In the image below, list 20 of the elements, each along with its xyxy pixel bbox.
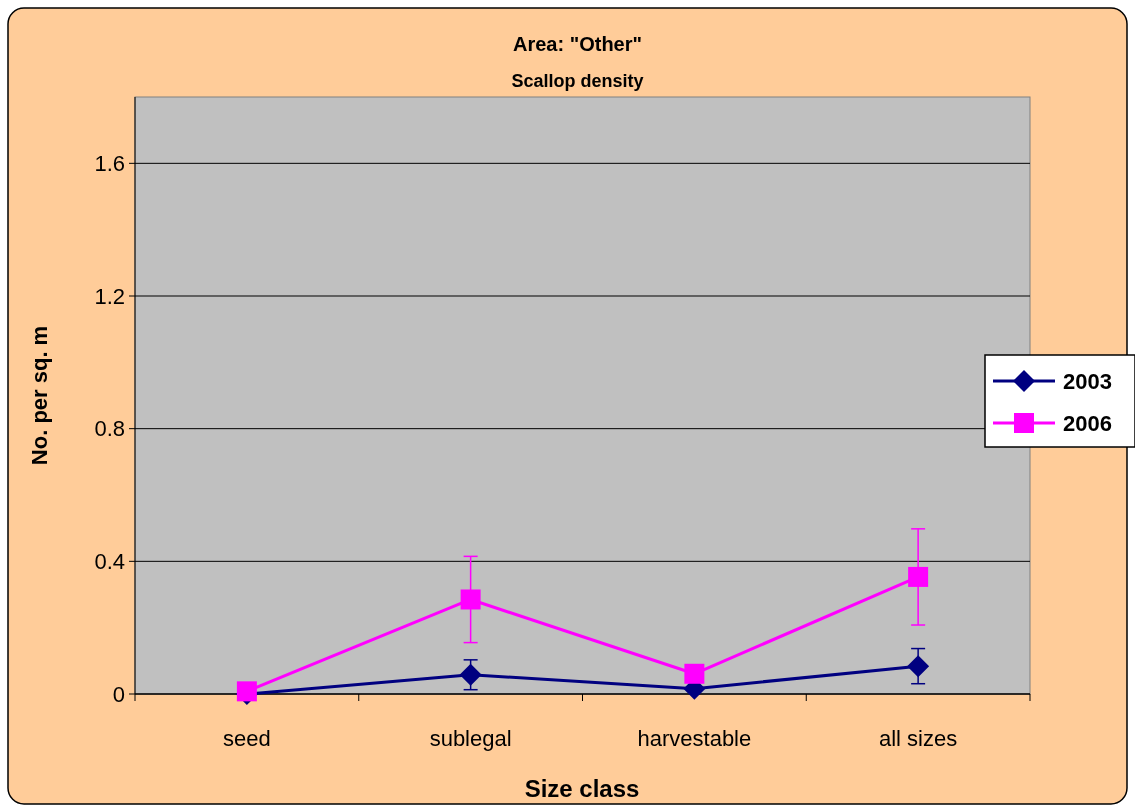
x-tick-label: harvestable <box>637 726 752 751</box>
point <box>460 589 481 610</box>
y-axis-title: No. per sq. m <box>27 325 52 466</box>
point <box>907 655 930 678</box>
chart-title: Area: "Other" <box>513 33 642 55</box>
x-tick-label: all sizes <box>879 726 958 751</box>
legend-label: 2003 <box>1063 368 1112 394</box>
y-tick-label: 1.2 <box>94 283 125 309</box>
x-tick-label: seed <box>223 726 271 751</box>
chart-subtitle: Scallop density <box>511 71 644 91</box>
y-tick-label: 0.4 <box>94 549 125 575</box>
y-tick-label: 0 <box>112 681 125 707</box>
y-tick-label: 1.6 <box>94 151 125 177</box>
y-tick-label: 0.8 <box>94 416 125 442</box>
legend-label: 2006 <box>1063 410 1112 436</box>
x-tick-label: sublegal <box>429 726 512 751</box>
x-axis-title: Size class <box>524 775 640 802</box>
point <box>908 566 929 587</box>
point <box>459 663 482 686</box>
point <box>684 663 705 684</box>
